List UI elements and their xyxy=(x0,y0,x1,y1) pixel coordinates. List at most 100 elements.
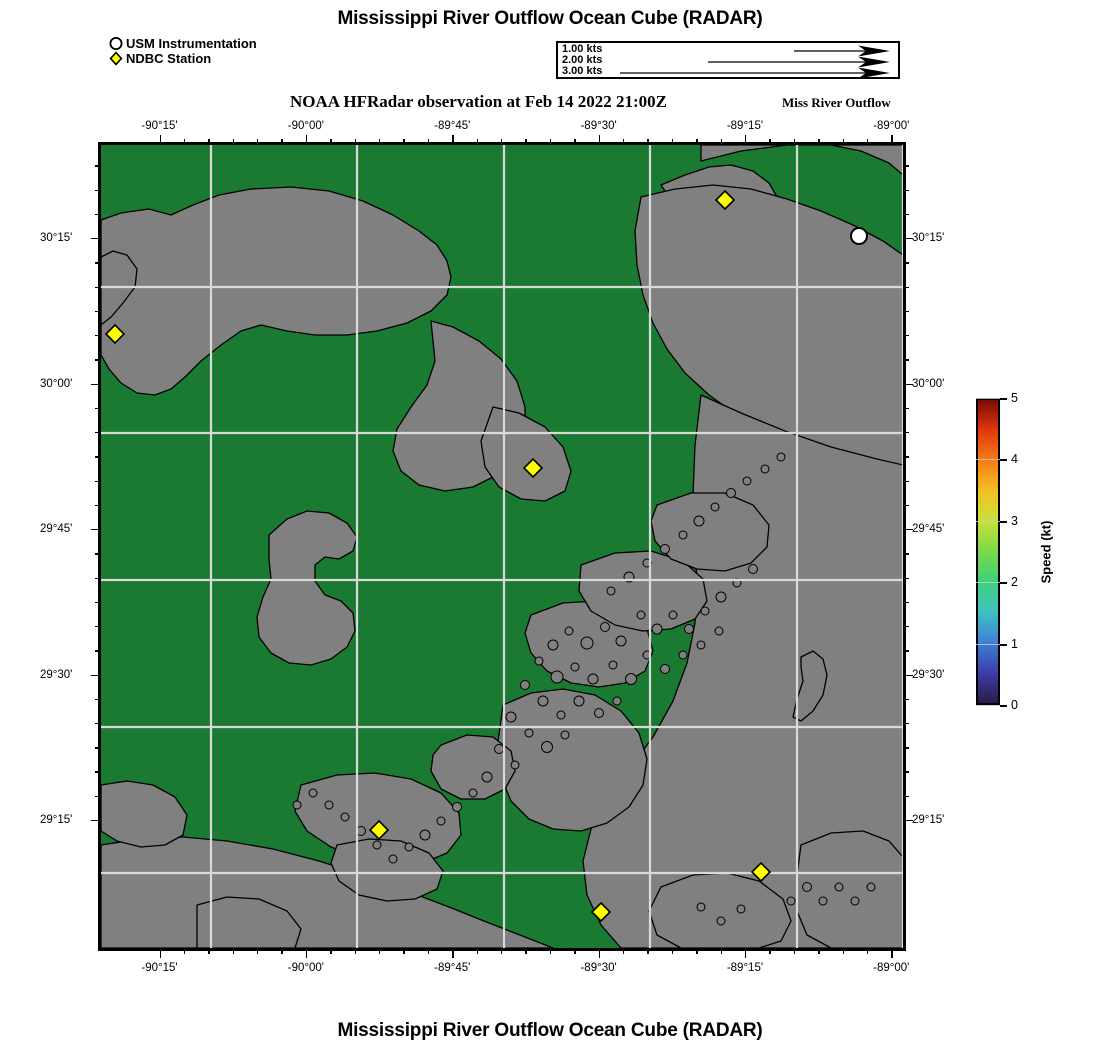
axis-tick-top xyxy=(403,139,405,144)
axis-tick-left xyxy=(95,480,100,482)
axis-tick-bottom xyxy=(744,949,747,958)
axis-tick-top xyxy=(257,139,259,144)
ndbc-station-marker[interactable] xyxy=(750,861,772,883)
axis-label-right: 29°45' xyxy=(912,523,945,536)
axis-tick-bottom xyxy=(696,949,698,954)
station-markers-group[interactable] xyxy=(104,189,868,923)
axis-tick-left xyxy=(95,771,100,773)
map-canvas[interactable] xyxy=(98,142,906,951)
axis-tick-bottom xyxy=(183,949,186,954)
axis-tick-left xyxy=(95,626,100,628)
axis-tick-left xyxy=(91,529,100,531)
axis-tick-top xyxy=(793,139,796,144)
land-island-west xyxy=(256,510,358,666)
axis-label-bottom: -89°00' xyxy=(873,962,910,974)
colorbar-tick xyxy=(1000,398,1007,400)
usm-instrumentation-marker[interactable] xyxy=(850,227,868,245)
axis-tick-left xyxy=(95,650,100,652)
colorbar-tick-label: 1 xyxy=(1011,636,1018,651)
axis-label-right: 30°15' xyxy=(912,232,945,245)
axis-tick-bottom xyxy=(281,949,283,954)
axis-tick-bottom xyxy=(769,949,771,954)
axis-tick-left xyxy=(91,674,100,676)
axis-tick-right xyxy=(904,286,909,288)
colorbar-tick-inner xyxy=(976,459,1000,461)
land-delta-west-lobe xyxy=(430,734,516,800)
axis-label-left: 30°15' xyxy=(40,232,73,245)
axis-tick-top xyxy=(574,139,576,144)
legend-label-usm: USM Instrumentation xyxy=(126,36,257,51)
colorbar-gradient xyxy=(976,398,1000,705)
speed-colorbar[interactable]: 5 4 3 2 1 0 xyxy=(976,391,1018,712)
colorbar-tick-label: 3 xyxy=(1011,513,1018,528)
axis-tick-top xyxy=(159,135,161,144)
vector-scale-row: 1.00 kts xyxy=(558,44,898,56)
axis-tick-bottom xyxy=(257,949,259,954)
axis-tick-bottom xyxy=(501,949,503,954)
axis-tick-right xyxy=(904,383,913,385)
land-chandeleur-arc xyxy=(792,650,828,722)
colorbar-tick-label: 5 xyxy=(1011,391,1018,405)
axis-tick-left xyxy=(95,262,100,264)
ndbc-station-marker[interactable] xyxy=(714,189,736,211)
axis-tick-left xyxy=(95,577,100,579)
ndbc-station-marker[interactable] xyxy=(104,323,126,345)
axis-label-top: -89°15' xyxy=(726,120,764,132)
circle-marker-icon xyxy=(108,36,126,51)
page-title: Mississippi River Outflow Ocean Cube (RA… xyxy=(337,8,763,29)
axis-tick-left xyxy=(95,553,100,555)
axis-tick-bottom xyxy=(793,949,796,954)
axis-tick-top xyxy=(671,139,674,144)
colorbar-tick-inner xyxy=(976,398,1000,399)
axis-tick-bottom xyxy=(574,949,576,954)
axis-tick-top xyxy=(769,139,771,144)
axis-tick-left xyxy=(95,504,100,507)
ndbc-station-marker[interactable] xyxy=(368,819,390,841)
legend-label-ndbc: NDBC Station xyxy=(126,51,212,66)
legend-item-usm: USM Instrumentation xyxy=(108,36,257,51)
axis-tick-bottom xyxy=(866,949,869,954)
colorbar-axis-title: Speed (kt) xyxy=(1038,520,1054,584)
land-ne-shore-b xyxy=(700,145,903,176)
axis-tick-bottom xyxy=(427,949,430,954)
axis-tick-top xyxy=(305,135,308,144)
axis-tick-right xyxy=(904,432,909,434)
axis-tick-top xyxy=(379,139,381,144)
map-svg xyxy=(101,145,903,948)
colorbar-tick-inner xyxy=(976,520,1000,522)
colorbar-tick-inner xyxy=(976,582,1000,584)
axis-tick-right xyxy=(904,674,913,676)
axis-tick-top xyxy=(452,135,454,144)
ndbc-station-marker[interactable] xyxy=(522,457,544,479)
axis-tick-top xyxy=(476,139,479,144)
axis-tick-right xyxy=(904,480,909,482)
axis-label-bottom: -90°15' xyxy=(141,962,178,974)
axis-tick-top xyxy=(183,139,186,144)
axis-tick-left xyxy=(95,723,100,725)
axis-tick-bottom xyxy=(647,949,649,954)
land-pontchartrain xyxy=(101,186,452,396)
colorbar-tick-inner xyxy=(976,705,1000,706)
vector-arrow-2kt xyxy=(708,56,890,67)
axis-tick-bottom xyxy=(403,949,405,954)
vector-arrow-1kt xyxy=(794,45,890,56)
axis-tick-bottom xyxy=(232,949,235,954)
axis-tick-top xyxy=(427,139,430,144)
ndbc-station-marker[interactable] xyxy=(590,901,612,923)
axis-tick-bottom xyxy=(549,949,552,954)
axis-tick-right xyxy=(904,189,909,191)
axis-label-left: 29°45' xyxy=(40,523,73,536)
axis-tick-top xyxy=(842,139,844,144)
axis-label-top: -89°00' xyxy=(873,120,910,132)
axis-tick-right xyxy=(904,747,909,749)
axis-label-bottom: -89°45' xyxy=(434,962,471,974)
axis-label-right: 29°15' xyxy=(912,813,945,826)
axis-tick-left xyxy=(95,165,100,167)
axis-tick-top xyxy=(232,139,235,144)
axis-tick-right xyxy=(904,795,909,798)
axis-tick-left xyxy=(95,286,100,288)
axis-label-bottom: -90°00' xyxy=(287,962,324,974)
axis-tick-right xyxy=(904,335,909,337)
axis-tick-bottom xyxy=(598,949,600,958)
axis-tick-bottom xyxy=(671,949,674,954)
